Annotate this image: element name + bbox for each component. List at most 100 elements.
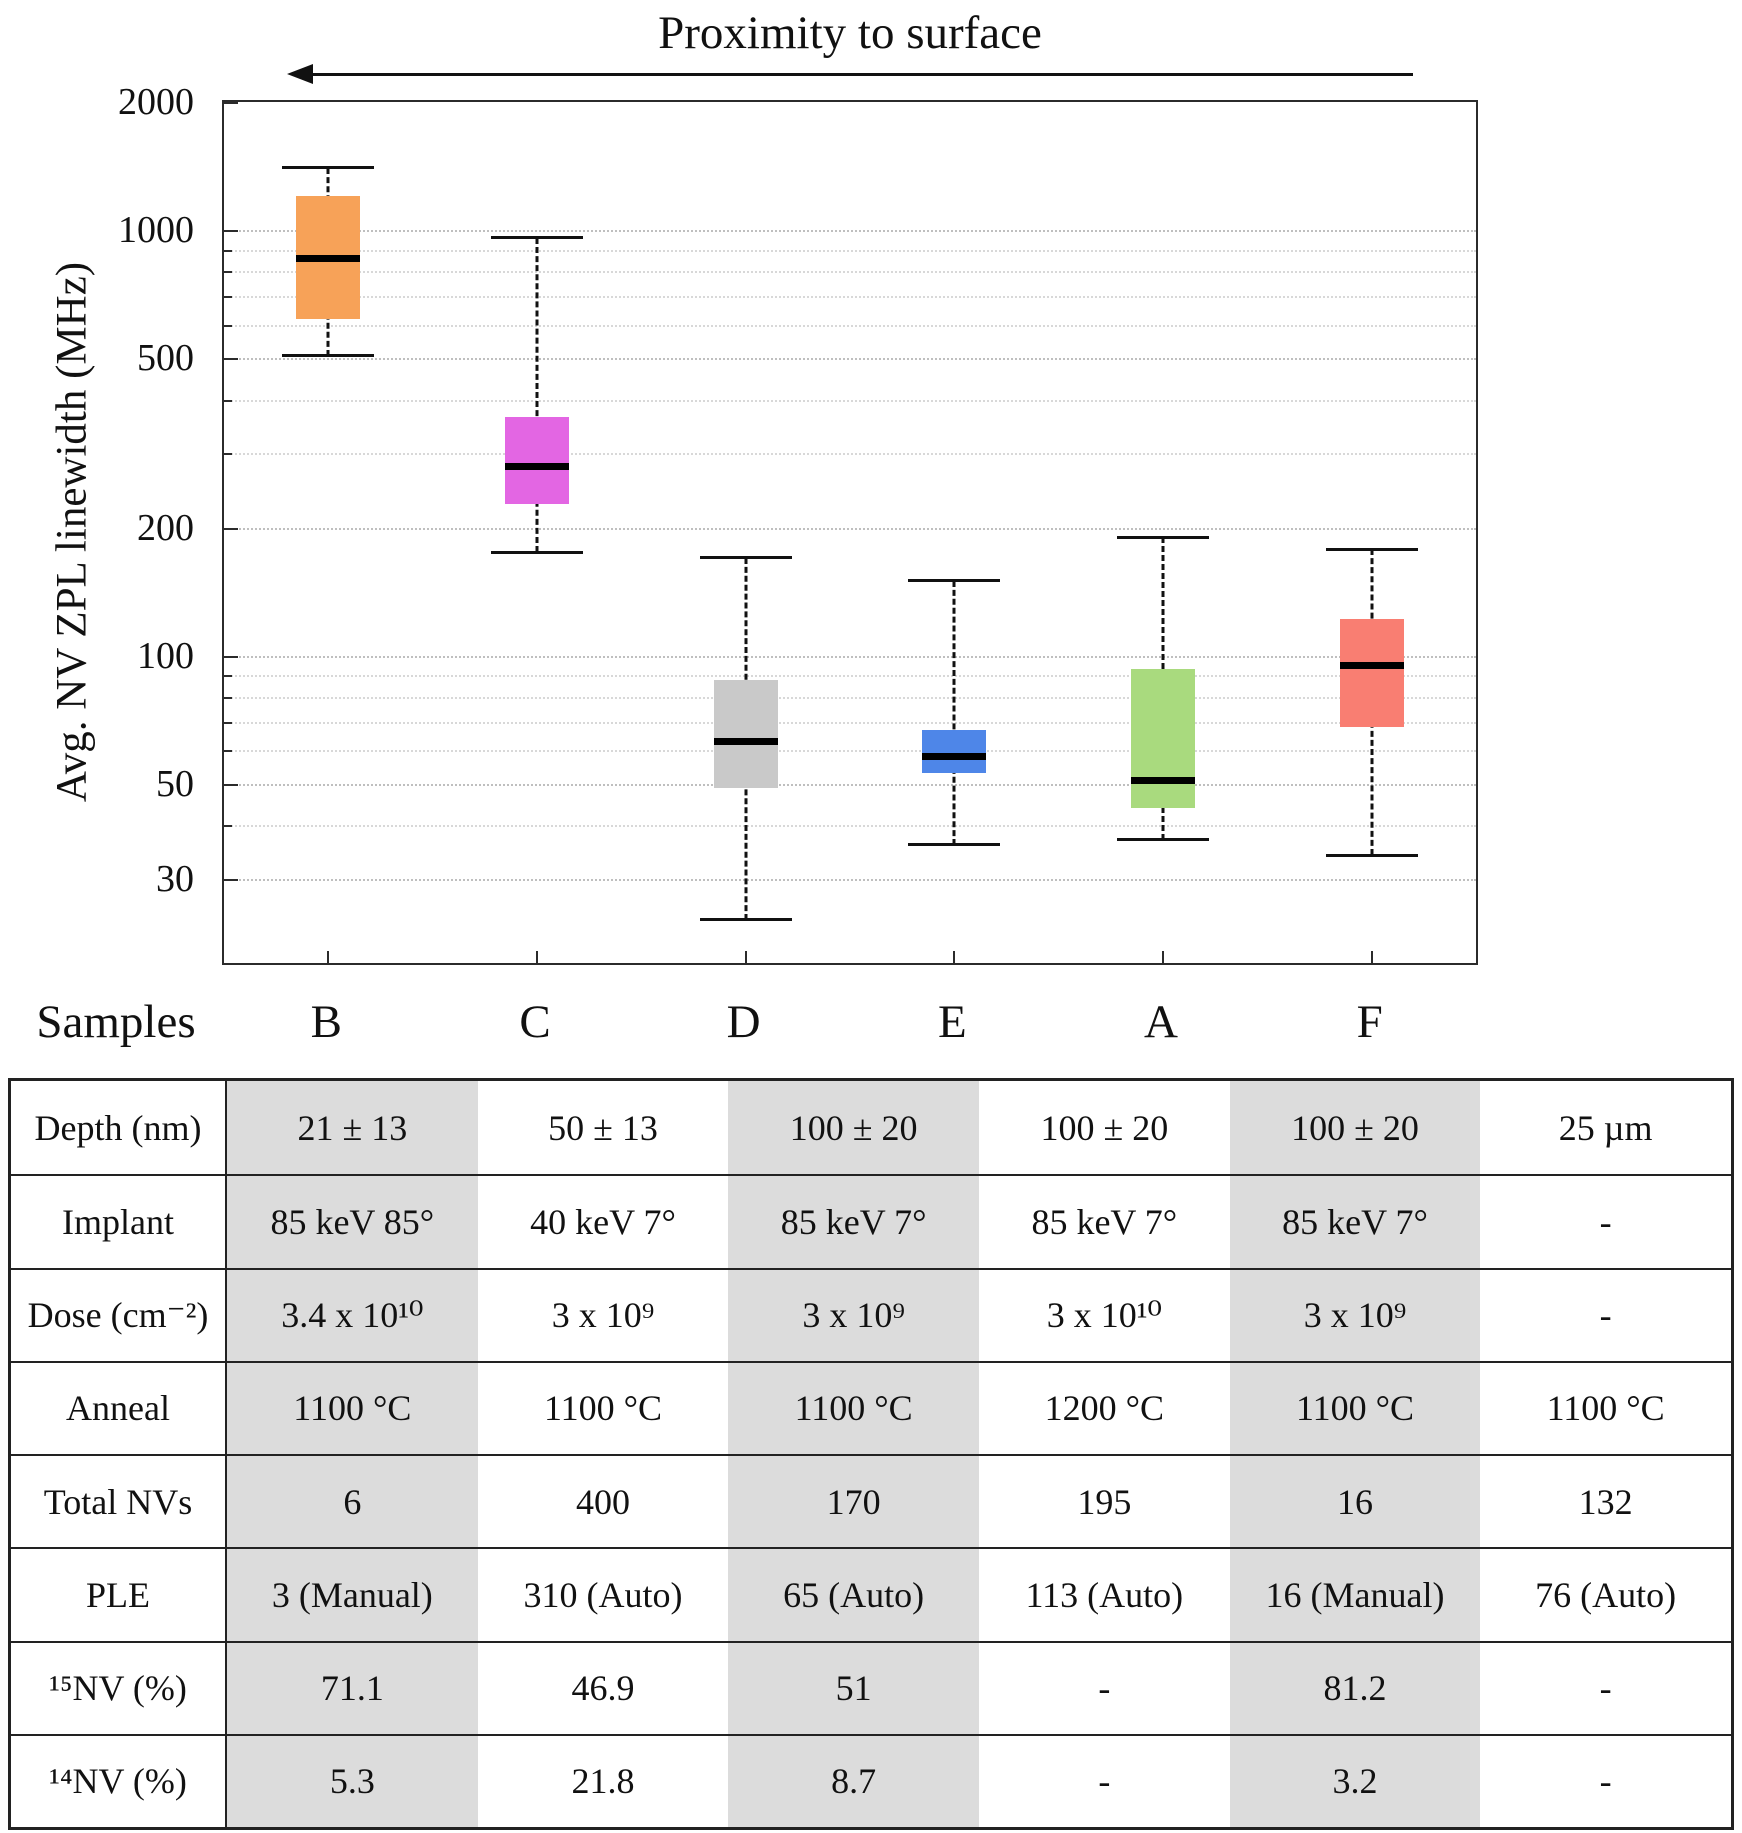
gridline	[224, 697, 1476, 700]
median-line	[922, 753, 987, 761]
y-minor-tick-mark	[224, 750, 232, 753]
row-label: Total NVs	[11, 1454, 227, 1548]
table-cell: -	[1480, 1733, 1731, 1827]
x-tick-mark	[1162, 951, 1164, 963]
arrow-line	[303, 73, 1413, 76]
y-tick-mark	[224, 878, 238, 881]
x-tick-mark	[953, 951, 956, 963]
gridline	[224, 358, 1476, 361]
gridline	[224, 750, 1476, 753]
plot-area	[222, 100, 1478, 965]
table-cell: 46.9	[477, 1640, 729, 1734]
y-tick-label: 50	[156, 763, 194, 806]
gridline	[224, 655, 1476, 658]
y-tick-label: 2000	[118, 81, 194, 123]
y-tick-mark	[224, 102, 238, 104]
x-label-A: A	[1144, 996, 1178, 1048]
table-cell: 50 ± 13	[548, 1107, 658, 1148]
x-label-E: E	[937, 996, 967, 1048]
gridline	[224, 399, 1476, 402]
table-cell: -	[1480, 1640, 1731, 1734]
box-A	[1131, 669, 1195, 808]
whisker-cap	[282, 354, 375, 358]
table-cell: 1100 °C	[1480, 1360, 1731, 1454]
table-cell: 40 keV 7°	[477, 1174, 729, 1267]
table-cell: -	[979, 1733, 1230, 1827]
whisker-cap	[1117, 535, 1209, 539]
table-cell: 3.4 x 10¹⁰	[227, 1267, 478, 1361]
table-cell: 16	[1229, 1454, 1481, 1548]
table-cell: 170	[728, 1454, 979, 1548]
table-cell: 100 ± 20	[728, 1081, 979, 1175]
table-cell: 100 ± 20	[1040, 1107, 1169, 1148]
y-tick-label: 30	[156, 857, 194, 900]
table-cell: 3 x 10⁹	[1229, 1267, 1481, 1361]
y-tick-label: 200	[137, 506, 194, 549]
x-label-F: F	[1356, 996, 1383, 1048]
gridline	[224, 452, 1476, 455]
whisker-cap	[491, 550, 583, 554]
median-line	[1339, 661, 1404, 669]
median-line	[505, 463, 569, 471]
table-cell: 85 keV 7°	[728, 1174, 979, 1268]
gridline	[224, 296, 1476, 299]
table-cell: 21 ± 13	[227, 1081, 478, 1175]
samples-label: Samples	[36, 996, 196, 1048]
y-minor-tick-mark	[224, 697, 232, 700]
gridline	[224, 878, 1476, 881]
row-label: Dose (cm⁻²)	[11, 1267, 227, 1361]
whisker-cap	[908, 843, 1001, 847]
y-tick-label: 500	[137, 337, 194, 380]
table-cell: 113 (Auto)	[979, 1547, 1230, 1640]
row-label: Depth (nm)	[11, 1081, 227, 1175]
table-cell: 1100 °C	[728, 1360, 979, 1454]
median-line	[713, 737, 778, 745]
proximity-arrow	[287, 64, 1413, 86]
whisker-cap	[908, 579, 1001, 583]
table-cell: 3 x 10⁹	[477, 1267, 729, 1361]
table-cell: 71.1	[227, 1640, 478, 1734]
y-tick-labels: 30 50 100 200 500 1000 2000	[0, 81, 206, 965]
table-cell: 310 (Auto)	[477, 1547, 729, 1640]
table-cell: 85 keV 85°	[227, 1174, 478, 1268]
table-cell: 3.2	[1229, 1733, 1481, 1827]
y-tick-mark	[224, 358, 238, 361]
whisker-line	[952, 580, 956, 845]
row-label: PLE	[11, 1547, 227, 1641]
table-cell: 5.3	[227, 1733, 478, 1827]
chart-title: Proximity to surface	[658, 7, 1042, 59]
y-minor-tick-mark	[224, 399, 232, 402]
sample-table: Depth (nm) 21 ± 13 50 ± 13 100 ± 20 100 ± 20…	[8, 1078, 1734, 1830]
x-label-B: B	[310, 996, 343, 1048]
y-minor-tick-mark	[224, 296, 232, 299]
gridline	[224, 249, 1476, 252]
table-cell: 1100 °C	[227, 1360, 478, 1454]
y-tick-mark	[224, 527, 238, 530]
x-tick-mark	[536, 951, 538, 963]
gridline	[224, 784, 1476, 787]
y-minor-tick-mark	[224, 675, 232, 678]
table-cell: 1100 °C	[1229, 1360, 1481, 1454]
table-cell: -	[1480, 1174, 1731, 1267]
box-F	[1339, 619, 1404, 728]
gridline	[224, 527, 1476, 530]
table-cell: 1100 °C	[477, 1360, 729, 1454]
row-label: ¹⁴NV (%)	[11, 1733, 227, 1827]
box-C	[505, 416, 569, 504]
row-label: Anneal	[11, 1360, 227, 1454]
table-cell: 195	[979, 1454, 1230, 1547]
x-tick-mark	[1370, 951, 1373, 963]
table-cell: 100 ± 20	[1229, 1081, 1481, 1175]
table-cell: 16 (Manual)	[1229, 1547, 1481, 1641]
y-tick-label: 1000	[118, 209, 194, 252]
gridline	[224, 230, 1476, 233]
table-cell: 400	[477, 1454, 729, 1547]
whisker-cap	[699, 918, 792, 922]
table-cell: 25 µm	[1558, 1107, 1653, 1148]
y-tick-mark	[224, 784, 238, 787]
table-cell: 81.2	[1229, 1640, 1481, 1734]
x-tick-mark	[744, 951, 747, 963]
table-cell: 85 keV 7°	[1229, 1174, 1481, 1268]
table-cell: 3 x 10⁹	[728, 1267, 979, 1361]
